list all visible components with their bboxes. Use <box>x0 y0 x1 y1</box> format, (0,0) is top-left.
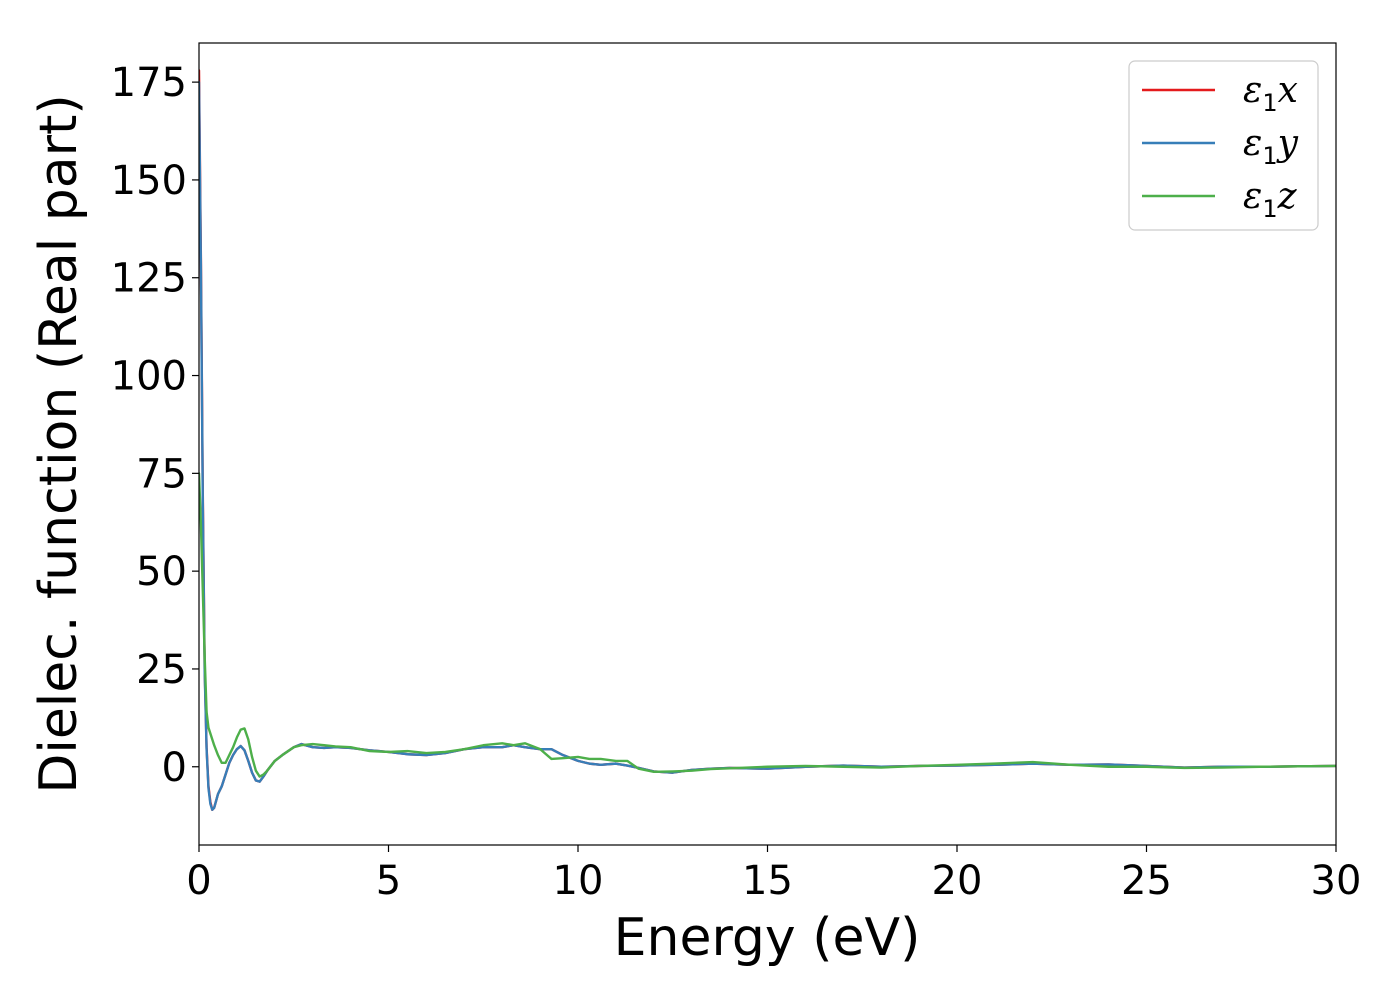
y-tick-label: 0 <box>162 745 187 791</box>
y-tick-label: 100 <box>111 354 187 400</box>
x-tick-label: 5 <box>376 858 401 904</box>
x-axis-ticks: 0 5 10 15 20 25 30 <box>186 845 1361 904</box>
x-axis-label: Energy (eV) <box>614 908 921 968</box>
x-tick-label: 10 <box>553 858 604 904</box>
y-tick-label: 175 <box>111 60 187 106</box>
y-tick-label: 50 <box>136 549 187 595</box>
y-axis-label: Dielec. function (Real part) <box>29 94 89 793</box>
legend-box <box>1128 60 1319 231</box>
legend-label-x: ε1x <box>1243 70 1298 117</box>
series-layer <box>199 69 1336 811</box>
x-tick-label: 20 <box>932 858 983 904</box>
x-tick-label: 25 <box>1121 858 1172 904</box>
series-line-z <box>199 472 1336 778</box>
y-tick-label: 75 <box>136 451 187 497</box>
x-tick-label: 0 <box>186 858 211 904</box>
y-tick-label: 150 <box>111 158 187 204</box>
x-tick-label: 15 <box>742 858 793 904</box>
y-axis-ticks: 0 25 50 75 100 125 150 175 <box>111 60 199 791</box>
legend: ε1x ε1y ε1z <box>1128 60 1319 231</box>
y-tick-label: 25 <box>136 647 187 693</box>
x-tick-label: 30 <box>1311 858 1362 904</box>
y-tick-label: 125 <box>111 256 187 302</box>
legend-label-z: ε1z <box>1243 176 1298 223</box>
legend-label-y: ε1y <box>1243 123 1299 170</box>
